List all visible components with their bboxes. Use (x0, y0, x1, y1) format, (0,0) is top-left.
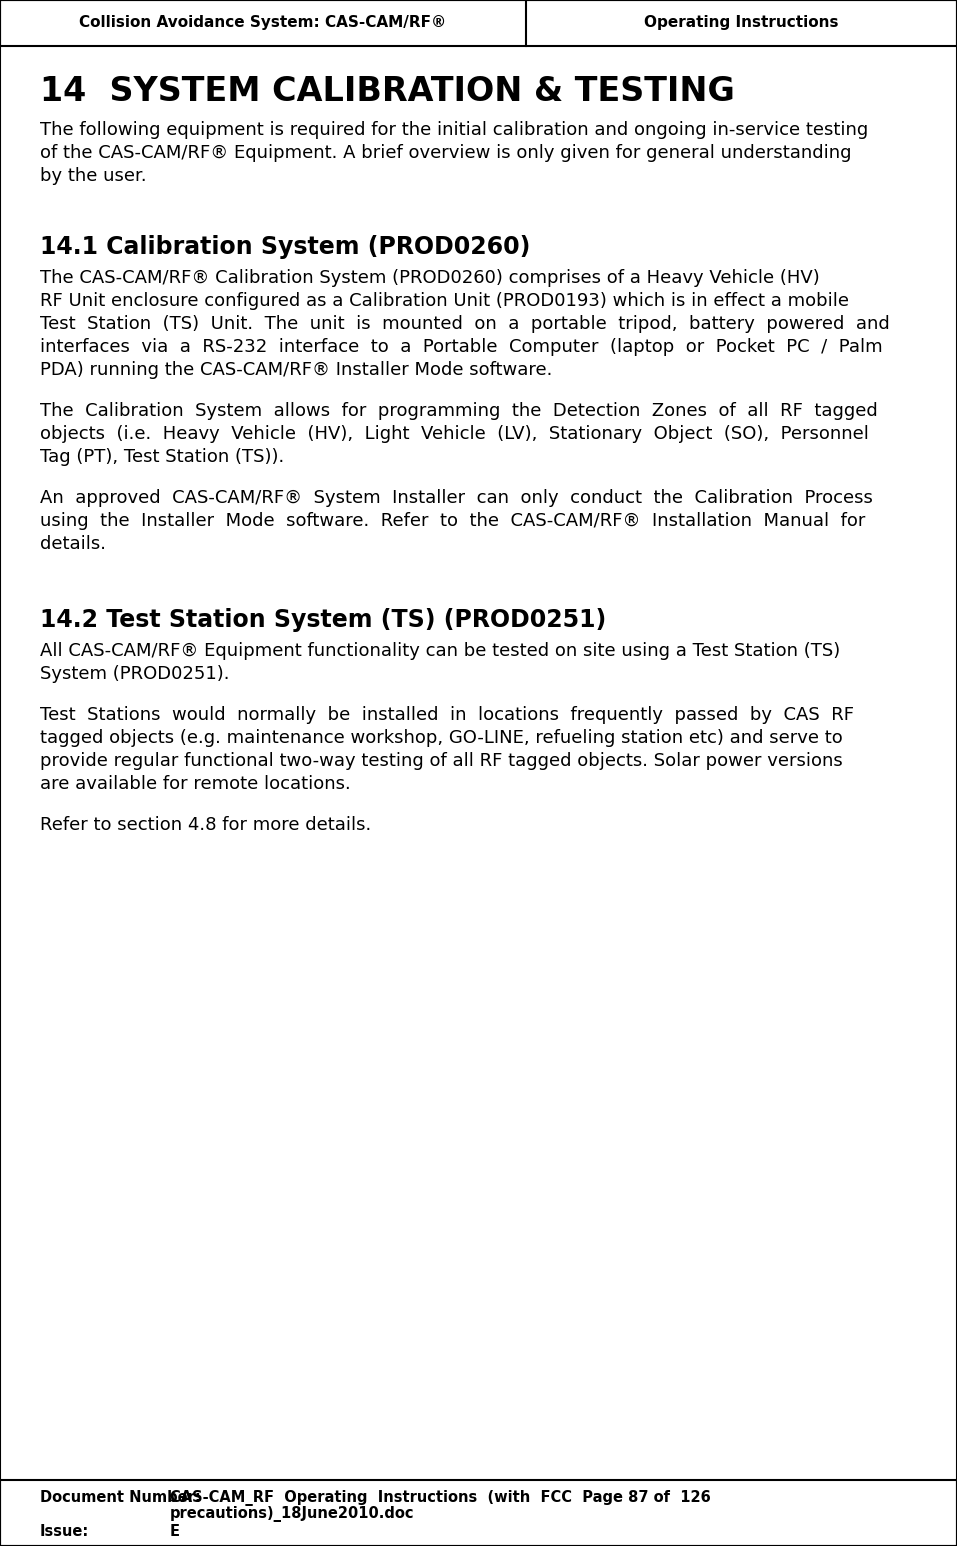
Text: All CAS-CAM/RF® Equipment functionality can be tested on site using a Test Stati: All CAS-CAM/RF® Equipment functionality … (40, 642, 840, 660)
Text: by the user.: by the user. (40, 167, 146, 186)
Text: of the CAS-CAM/RF® Equipment. A brief overview is only given for general underst: of the CAS-CAM/RF® Equipment. A brief ov… (40, 144, 852, 162)
Text: objects  (i.e.  Heavy  Vehicle  (HV),  Light  Vehicle  (LV),  Stationary  Object: objects (i.e. Heavy Vehicle (HV), Light … (40, 425, 869, 444)
Text: tagged objects (e.g. maintenance workshop, GO-LINE, refueling station etc) and s: tagged objects (e.g. maintenance worksho… (40, 730, 843, 747)
Text: 14  SYSTEM CALIBRATION & TESTING: 14 SYSTEM CALIBRATION & TESTING (40, 76, 735, 108)
Text: using  the  Installer  Mode  software.  Refer  to  the  CAS-CAM/RF®  Installatio: using the Installer Mode software. Refer… (40, 512, 865, 530)
Text: 14.2 Test Station System (TS) (PROD0251): 14.2 Test Station System (TS) (PROD0251) (40, 608, 606, 632)
Text: Collision Avoidance System: CAS-CAM/RF®: Collision Avoidance System: CAS-CAM/RF® (79, 15, 447, 31)
Text: The  Calibration  System  allows  for  programming  the  Detection  Zones  of  a: The Calibration System allows for progra… (40, 402, 878, 421)
Text: interfaces  via  a  RS-232  interface  to  a  Portable  Computer  (laptop  or  P: interfaces via a RS-232 interface to a P… (40, 339, 882, 356)
Text: are available for remote locations.: are available for remote locations. (40, 775, 351, 793)
Text: RF Unit enclosure configured as a Calibration Unit (PROD0193) which is in effect: RF Unit enclosure configured as a Calibr… (40, 292, 849, 311)
Text: Test  Station  (TS)  Unit.  The  unit  is  mounted  on  a  portable  tripod,  ba: Test Station (TS) Unit. The unit is moun… (40, 315, 890, 332)
Text: The following equipment is required for the initial calibration and ongoing in-s: The following equipment is required for … (40, 121, 868, 139)
Text: Refer to section 4.8 for more details.: Refer to section 4.8 for more details. (40, 816, 371, 833)
Text: details.: details. (40, 535, 106, 553)
Text: provide regular functional two-way testing of all RF tagged objects. Solar power: provide regular functional two-way testi… (40, 751, 843, 770)
Text: Test  Stations  would  normally  be  installed  in  locations  frequently  passe: Test Stations would normally be installe… (40, 707, 854, 724)
Text: An  approved  CAS-CAM/RF®  System  Installer  can  only  conduct  the  Calibrati: An approved CAS-CAM/RF® System Installer… (40, 489, 873, 507)
Bar (0, 0, 957, 46)
Text: Issue:: Issue: (40, 1524, 89, 1538)
Text: System (PROD0251).: System (PROD0251). (40, 665, 230, 683)
Bar (0, 1480, 957, 1546)
Text: CAS-CAM_RF  Operating  Instructions  (with  FCC  Page 87 of  126: CAS-CAM_RF Operating Instructions (with … (170, 1490, 711, 1506)
Text: Tag (PT), Test Station (TS)).: Tag (PT), Test Station (TS)). (40, 448, 284, 465)
Text: PDA) running the CAS-CAM/RF® Installer Mode software.: PDA) running the CAS-CAM/RF® Installer M… (40, 362, 552, 379)
Text: E: E (170, 1524, 180, 1538)
Text: Operating Instructions: Operating Instructions (644, 15, 838, 31)
Text: Document Number:: Document Number: (40, 1490, 201, 1504)
Text: precautions)_18June2010.doc: precautions)_18June2010.doc (170, 1506, 414, 1521)
Text: The CAS-CAM/RF® Calibration System (PROD0260) comprises of a Heavy Vehicle (HV): The CAS-CAM/RF® Calibration System (PROD… (40, 269, 820, 288)
Text: 14.1 Calibration System (PROD0260): 14.1 Calibration System (PROD0260) (40, 235, 530, 260)
